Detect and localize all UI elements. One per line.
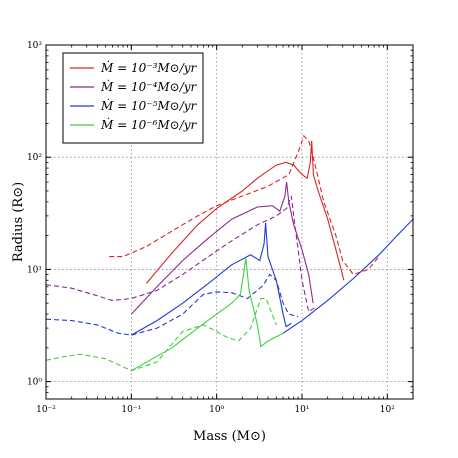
y-axis-title: Radius (R⊙): [11, 182, 26, 262]
x-tick-label: 10⁻²: [36, 405, 56, 415]
series-2-solid-line: [130, 182, 314, 315]
series-3-solid-line: [131, 222, 292, 336]
series-4-solid-line: [131, 258, 284, 372]
series-4-dashed-line: [46, 297, 277, 372]
legend: Ṁ = 10⁻³M⊙/yr Ṁ = 10⁻⁴M⊙/yr Ṁ = 10⁻⁵M⊙/yr Ṁ…: [62, 52, 204, 144]
y-tick-label: 10²: [27, 153, 42, 163]
y-tick-label: 10³: [27, 41, 42, 51]
series-1-solid-line: [145, 140, 345, 284]
legend-label: Ṁ = 10⁻⁴M⊙/yr: [100, 79, 198, 94]
x-tick-label: 10¹: [294, 405, 309, 415]
x-axis-title: Mass (M⊙): [193, 429, 266, 444]
series-3-dashed-line: [46, 273, 299, 336]
series-1-dashed-line: [109, 134, 380, 276]
x-tick-label: 10²: [380, 405, 395, 415]
series-2-dashed-line: [46, 195, 318, 313]
y-tick-label: 10¹: [27, 265, 42, 275]
series-layer: [46, 134, 413, 372]
x-tick-label: 10⁻¹: [121, 405, 141, 415]
axis-ticks: [45, 44, 413, 400]
x-tick-label: 10⁰: [209, 405, 224, 415]
plot-frame: [45, 44, 414, 400]
legend-label: Ṁ = 10⁻⁵M⊙/yr: [100, 98, 198, 113]
legend-label: Ṁ = 10⁻⁶M⊙/yr: [100, 117, 198, 132]
common-tail-line: [282, 218, 413, 334]
tick-labels: 10⁻² 10⁻¹ 10⁰ 10¹ 10² 10⁰ 10¹ 10² 10³: [27, 41, 395, 415]
y-tick-label: 10⁰: [27, 378, 42, 388]
legend-label: Ṁ = 10⁻³M⊙/yr: [100, 60, 198, 75]
